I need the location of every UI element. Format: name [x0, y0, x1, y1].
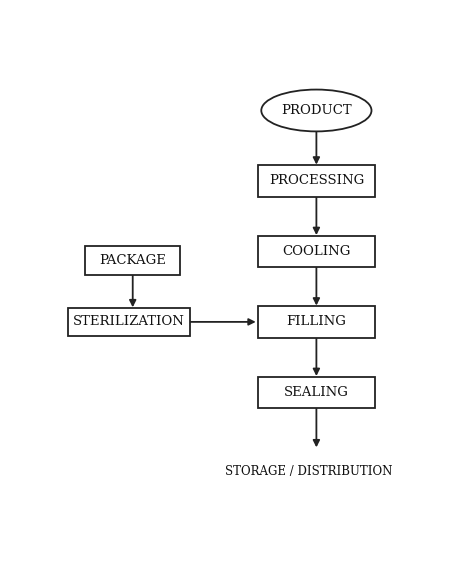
Text: STERILIZATION: STERILIZATION	[73, 315, 185, 328]
Text: SEALING: SEALING	[284, 386, 349, 399]
Text: COOLING: COOLING	[282, 245, 351, 258]
Bar	[257, 376, 375, 408]
Bar	[257, 165, 375, 197]
Ellipse shape	[261, 90, 372, 132]
Text: PACKAGE: PACKAGE	[99, 254, 166, 267]
Text: FILLING: FILLING	[286, 315, 346, 328]
Text: PRODUCT: PRODUCT	[281, 104, 352, 117]
Bar	[85, 246, 181, 275]
Bar	[257, 306, 375, 337]
Bar	[68, 308, 190, 336]
Bar	[257, 236, 375, 267]
Text: STORAGE / DISTRIBUTION: STORAGE / DISTRIBUTION	[225, 465, 393, 478]
Text: PROCESSING: PROCESSING	[269, 174, 364, 188]
